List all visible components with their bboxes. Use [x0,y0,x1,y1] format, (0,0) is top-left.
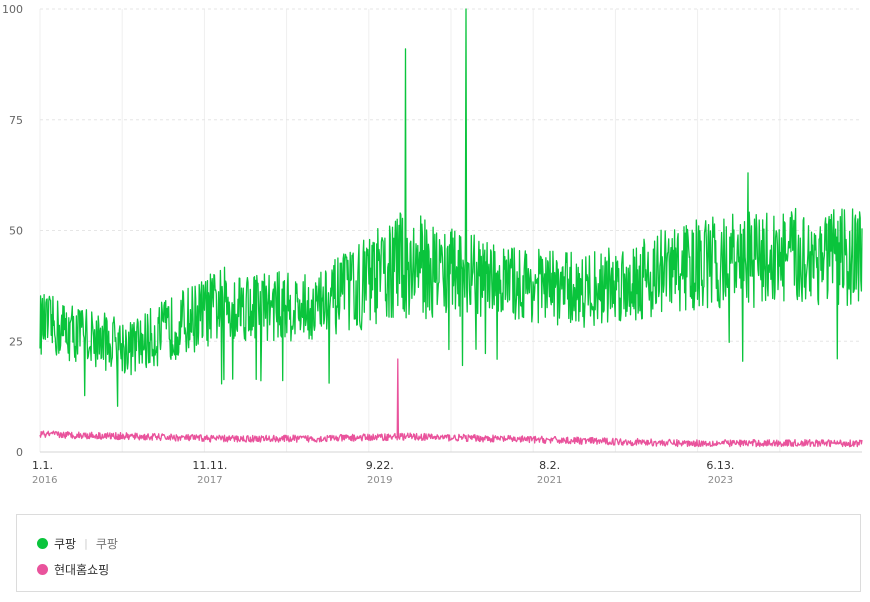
legend-label: 현대홈쇼핑 [54,563,110,577]
x-tick-label: 11.11. [192,459,227,472]
legend-item-hyundai-homeshopping[interactable]: 현대홈쇼핑 [37,561,109,578]
line-chart: 0 25 50 75 100 1.1. 2016 11.11. 2017 9.22. 2019 8.2… [2,3,863,486]
y-tick-label: 50 [9,225,23,238]
x-tick-label: 9.22. [366,459,394,472]
y-tick-label: 0 [16,446,23,459]
legend-separator: | [84,537,88,550]
x-tick-year-label: 2016 [32,475,57,486]
legend-sub-label: 쿠팡 [95,537,118,551]
x-tick-label: 6.13. [706,459,734,472]
legend-dot-icon [37,564,48,575]
x-tick-year-label: 2019 [367,475,392,486]
y-tick-label: 75 [9,114,23,127]
x-tick-year-label: 2017 [197,475,222,486]
legend: 쿠팡 | 쿠팡 현대홈쇼핑 [16,514,861,592]
series-line-hyundai-homeshopping [39,358,863,448]
chart-area: 0 25 50 75 100 1.1. 2016 11.11. 2017 9.22. 2019 8.2… [2,3,863,486]
series-line-coupang [39,8,863,407]
legend-item-coupang[interactable]: 쿠팡 | 쿠팡 [37,535,118,552]
x-tick-label: 8.2. [539,459,560,472]
legend-dot-icon [37,538,48,549]
legend-label: 쿠팡 [54,537,77,551]
x-tick-year-label: 2021 [537,475,562,486]
x-tick-year-label: 2023 [708,475,733,486]
y-tick-label: 25 [9,335,23,348]
x-tick-label: 1.1. [32,459,53,472]
y-tick-label: 100 [2,3,23,16]
